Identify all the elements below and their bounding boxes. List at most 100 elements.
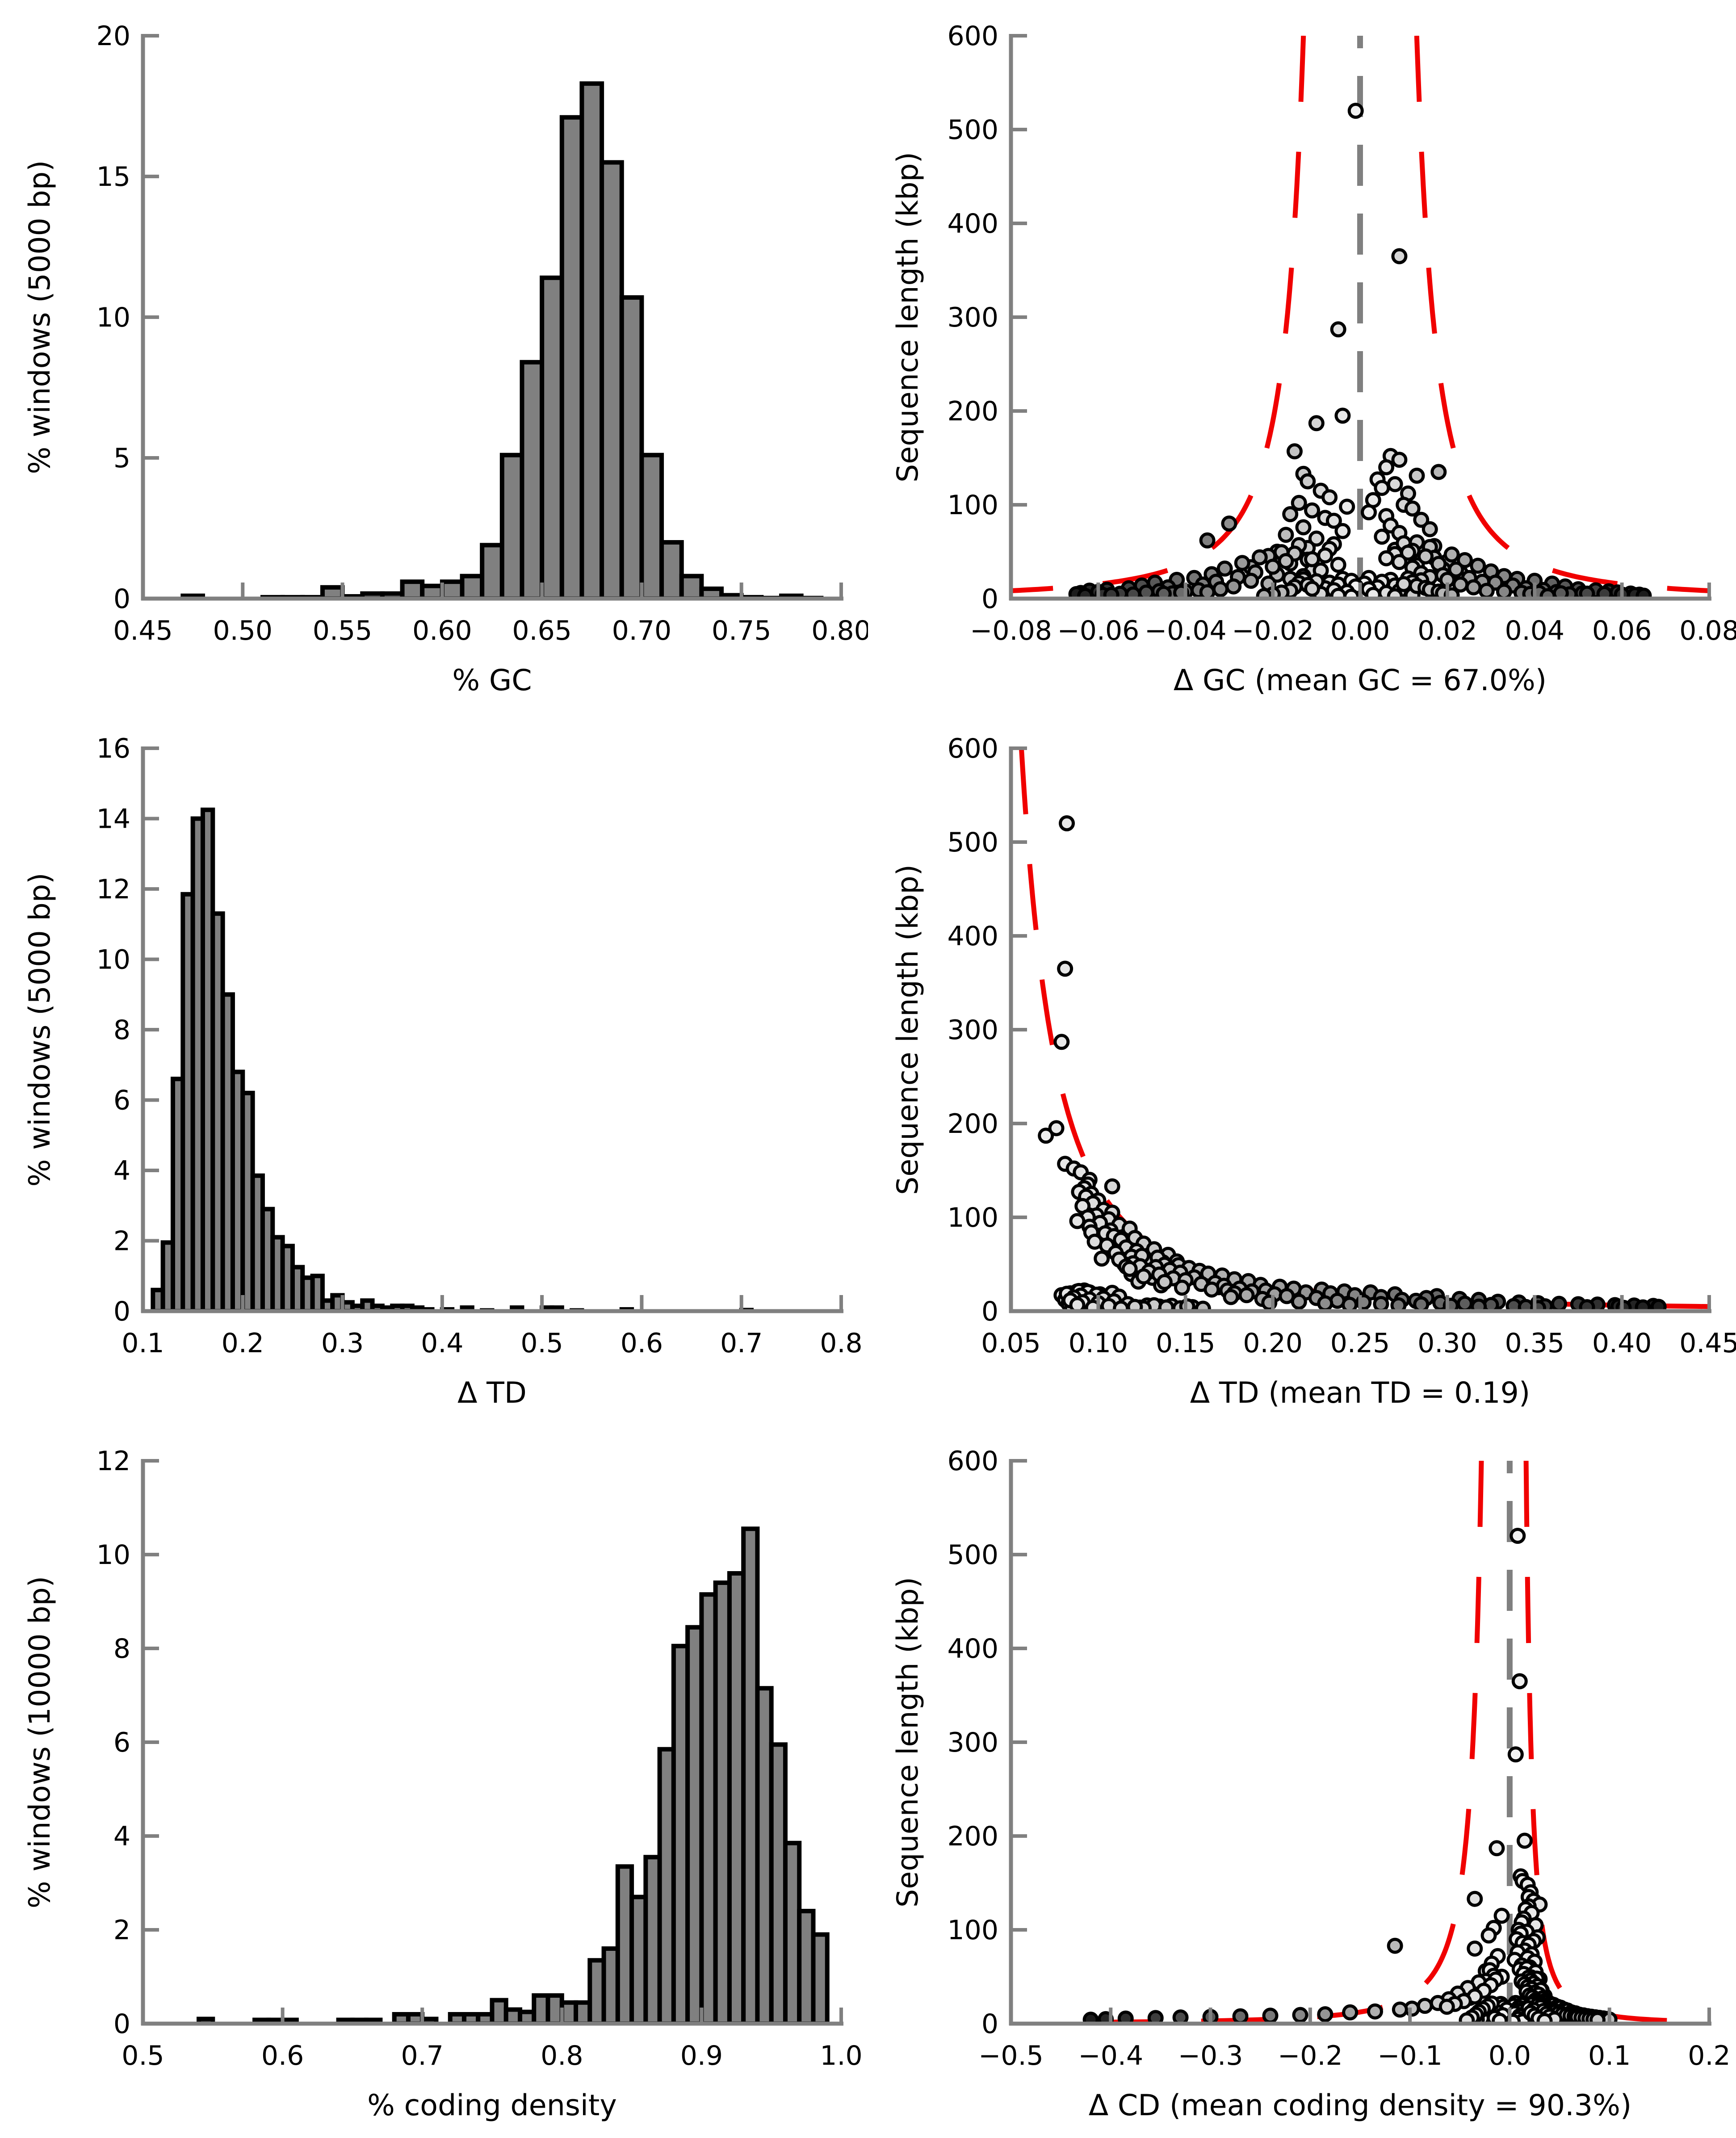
x-tick-label: 0.06 xyxy=(1592,615,1652,646)
data-point xyxy=(1125,586,1141,599)
y-tick-label: 6 xyxy=(113,1085,130,1116)
x-tick-label: −0.06 xyxy=(1057,615,1139,646)
axes: 0.1 0.2 0.3 0.4 0.5 0.6 0.7 0.8 0 2 4 6 8 10 12 14 16 Δ T… xyxy=(23,733,863,1410)
x-tick-label: 0.50 xyxy=(213,615,273,646)
data-point xyxy=(1330,321,1346,338)
y-tick-label: 200 xyxy=(947,1108,998,1140)
y-tick-label: 0 xyxy=(981,1296,998,1327)
y-tick-label: 600 xyxy=(947,733,998,764)
red-dashed-curve xyxy=(1094,1461,1484,2024)
y-tick-label: 0 xyxy=(113,583,130,615)
data-point xyxy=(1243,573,1259,589)
x-axis-label: % GC xyxy=(452,664,532,697)
x-tick-label: 0.75 xyxy=(712,615,772,646)
data-point xyxy=(1216,560,1233,577)
y-tick-label: 0 xyxy=(113,2008,130,2040)
bars xyxy=(197,1526,830,2024)
scatter-td-vs-length-chart: 0.05 0.10 0.15 0.20 0.25 0.30 0.35 0.40 0.45 0 100… xyxy=(891,733,1736,1410)
axes: −0.08 −0.06 −0.04 −0.02 0.00 0.02 0.04 0.06 0.08… xyxy=(891,21,1736,697)
data-point xyxy=(1579,585,1595,599)
data-point xyxy=(1361,504,1377,520)
y-tick-label: 12 xyxy=(96,874,130,905)
data-point xyxy=(1158,1299,1174,1311)
points xyxy=(1038,815,1667,1311)
data-point xyxy=(1391,452,1408,468)
x-tick-label: 0.2 xyxy=(222,1328,264,1359)
data-point xyxy=(1295,519,1312,536)
y-tick-label: 600 xyxy=(947,1446,998,1477)
data-point xyxy=(1456,1295,1473,1311)
red-dashed-curve xyxy=(1011,36,1306,593)
data-point xyxy=(1223,1289,1239,1305)
data-point xyxy=(1121,1261,1138,1277)
data-point xyxy=(1300,473,1316,490)
data-point xyxy=(1238,1287,1255,1304)
data-point xyxy=(1467,1891,1483,1907)
y-axis-label: Sequence length (kbp) xyxy=(891,864,925,1195)
x-tick-label: 0.80 xyxy=(811,615,868,646)
data-point xyxy=(1251,549,1268,566)
data-point xyxy=(1417,1998,1433,2014)
data-point xyxy=(1117,2010,1134,2024)
data-point xyxy=(1456,552,1473,568)
x-tick-label: 0.0 xyxy=(1489,2040,1531,2071)
panel-scatter-td: 0.05 0.10 0.15 0.20 0.25 0.30 0.35 0.40 0.45 0 100… xyxy=(868,713,1736,1425)
data-point xyxy=(1199,532,1216,549)
y-tick-label: 10 xyxy=(96,302,130,333)
y-tick-label: 16 xyxy=(96,733,130,764)
data-point xyxy=(1172,2009,1189,2024)
x-tick-label: 0.3 xyxy=(321,1328,364,1359)
data-point xyxy=(1470,558,1486,574)
data-point xyxy=(1059,815,1075,831)
data-point xyxy=(1378,550,1395,566)
data-point xyxy=(1579,1299,1595,1311)
histogram-bar xyxy=(811,1932,830,2024)
data-point xyxy=(1367,2003,1383,2020)
x-tick-label: 0.02 xyxy=(1417,615,1477,646)
data-point xyxy=(1459,2012,1475,2024)
y-tick-label: 12 xyxy=(96,1446,130,1477)
data-point xyxy=(1438,1999,1455,2015)
scatter-gc-vs-length-chart: −0.08 −0.06 −0.04 −0.02 0.00 0.02 0.04 0.06 0.08… xyxy=(891,21,1736,697)
data-point xyxy=(1516,1832,1533,1849)
x-tick-label: 0.25 xyxy=(1330,1328,1390,1359)
data-point xyxy=(1391,554,1408,570)
y-tick-label: 8 xyxy=(113,1015,130,1046)
x-tick-label: 0.70 xyxy=(612,615,672,646)
data-point xyxy=(1330,557,1346,573)
red-dashed-curve xyxy=(1523,1461,1709,2024)
points xyxy=(1068,103,1652,599)
data-point xyxy=(1291,495,1307,511)
data-point xyxy=(1321,489,1338,506)
data-point xyxy=(1104,1178,1120,1195)
data-point xyxy=(1443,546,1460,563)
histogram-bar xyxy=(600,160,624,599)
data-point xyxy=(1365,587,1381,599)
x-tick-label: 0.5 xyxy=(122,2040,164,2071)
data-point xyxy=(1304,580,1321,597)
histogram-bar xyxy=(540,275,564,599)
data-point xyxy=(1317,1295,1333,1311)
y-tick-label: 100 xyxy=(947,1915,998,1946)
x-tick-label: 0.55 xyxy=(313,615,373,646)
data-point xyxy=(1221,516,1237,532)
y-tick-label: 200 xyxy=(947,396,998,427)
bars xyxy=(180,81,824,599)
data-point xyxy=(1225,578,1242,595)
x-tick-label: 0.20 xyxy=(1243,1328,1303,1359)
y-tick-label: 4 xyxy=(113,1821,130,1852)
x-tick-label: 0.6 xyxy=(261,2040,304,2071)
y-tick-label: 8 xyxy=(113,1633,130,1664)
data-point xyxy=(1203,1281,1220,1298)
data-point xyxy=(1304,502,1321,519)
y-tick-label: 400 xyxy=(947,208,998,239)
data-point xyxy=(1390,1297,1407,1311)
data-point xyxy=(1094,1250,1110,1267)
data-point xyxy=(1048,1120,1065,1136)
y-tick-label: 100 xyxy=(947,1202,998,1233)
data-point xyxy=(1195,1300,1211,1311)
histogram-bar xyxy=(679,574,704,599)
y-tick-label: 400 xyxy=(947,921,998,952)
data-point xyxy=(1378,459,1395,475)
x-tick-label: 0.45 xyxy=(113,615,173,646)
